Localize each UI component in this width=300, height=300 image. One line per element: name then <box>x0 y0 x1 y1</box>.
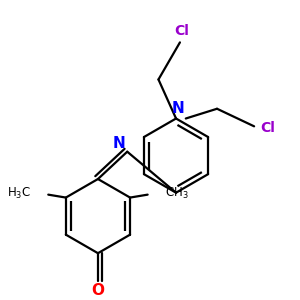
Text: O: O <box>92 283 104 298</box>
Text: N: N <box>113 136 126 152</box>
Text: N: N <box>172 101 184 116</box>
Text: H$_3$C: H$_3$C <box>7 186 31 201</box>
Text: CH$_3$: CH$_3$ <box>165 186 189 201</box>
Text: Cl: Cl <box>175 24 189 38</box>
Text: Cl: Cl <box>260 121 275 135</box>
